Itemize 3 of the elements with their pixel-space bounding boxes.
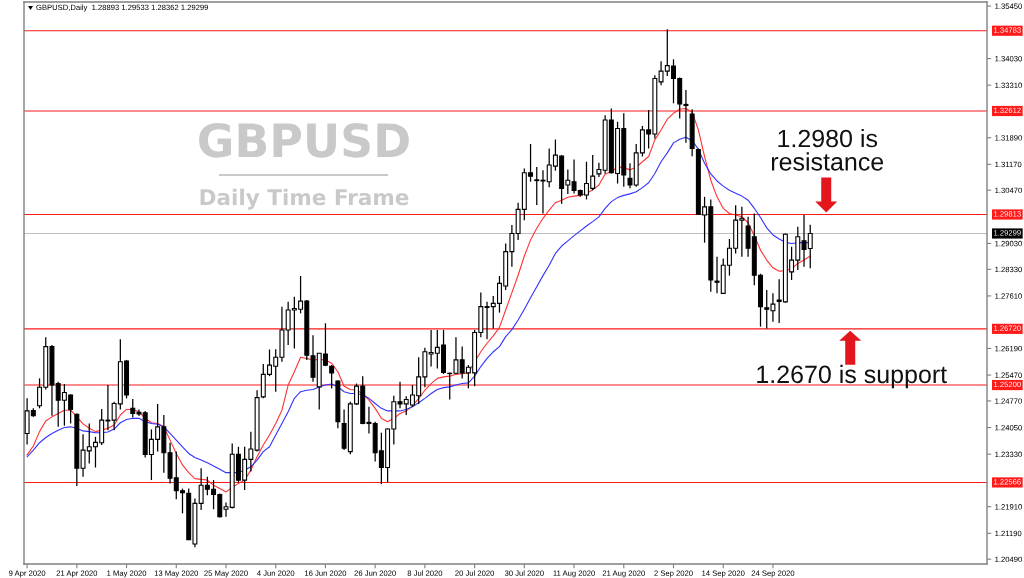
candlestick: [329, 364, 335, 389]
annotation: 1.2670 is support: [757, 364, 947, 389]
annotation: 1.2980 is resistance: [771, 128, 884, 171]
